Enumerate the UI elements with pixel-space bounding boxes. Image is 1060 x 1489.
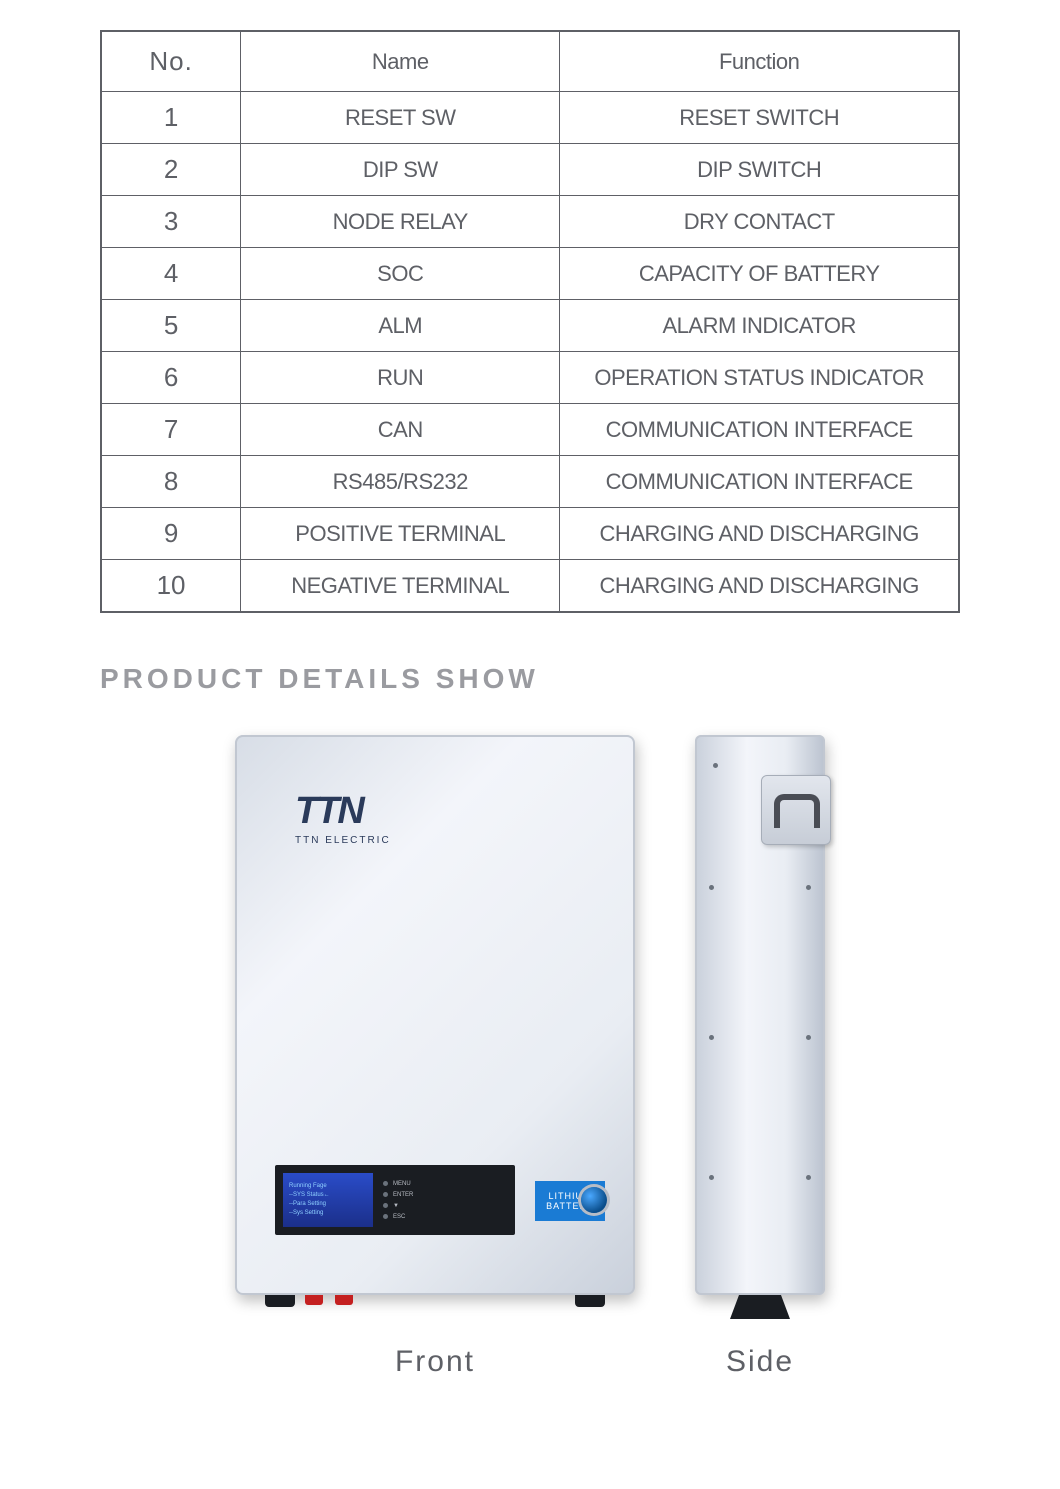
screw-icon — [806, 1175, 811, 1180]
cell-func: DIP SWITCH — [560, 144, 959, 196]
cell-no: 2 — [101, 144, 241, 196]
cell-no: 8 — [101, 456, 241, 508]
device-front: TTN TTN ELECTRIC Running Fage--SYS Statu… — [235, 735, 635, 1295]
led-dot-icon — [383, 1192, 388, 1197]
table-row: 7CANCOMMUNICATION INTERFACE — [101, 404, 959, 456]
device-panel: Running Fage--SYS Status←--Para Setting-… — [275, 1165, 515, 1235]
table-row: 1RESET SWRESET SWITCH — [101, 92, 959, 144]
cell-no: 10 — [101, 560, 241, 613]
screw-icon — [709, 1035, 714, 1040]
device-logo: TTN TTN ELECTRIC — [295, 790, 391, 846]
cell-func: OPERATION STATUS INDICATOR — [560, 352, 959, 404]
screen-line: --SYS Status← — [289, 1191, 367, 1200]
cell-func: RESET SWITCH — [560, 92, 959, 144]
screen-line: --Sys Setting — [289, 1209, 367, 1218]
cell-func: CAPACITY OF BATTERY — [560, 248, 959, 300]
header-no: No. — [101, 31, 241, 92]
cell-func: CHARGING AND DISCHARGING — [560, 508, 959, 560]
caption-front: Front — [395, 1345, 475, 1379]
handle-icon — [774, 794, 820, 828]
table-header-row: No. Name Function — [101, 31, 959, 92]
table-row: 2DIP SWDIP SWITCH — [101, 144, 959, 196]
spec-table: No. Name Function 1RESET SWRESET SWITCH2… — [100, 30, 960, 613]
device-screen: Running Fage--SYS Status←--Para Setting-… — [283, 1173, 373, 1227]
led-row: ENTER — [383, 1192, 413, 1198]
foot-icon — [575, 1295, 605, 1307]
cell-no: 4 — [101, 248, 241, 300]
handle-plate — [761, 775, 831, 845]
header-func: Function — [560, 31, 959, 92]
cell-func: DRY CONTACT — [560, 196, 959, 248]
led-dot-icon — [383, 1181, 388, 1186]
cell-name: CAN — [241, 404, 560, 456]
cell-no: 7 — [101, 404, 241, 456]
product-images-row: TTN TTN ELECTRIC Running Fage--SYS Statu… — [0, 735, 1060, 1379]
screw-icon — [709, 1175, 714, 1180]
cell-no: 6 — [101, 352, 241, 404]
cell-func: CHARGING AND DISCHARGING — [560, 560, 959, 613]
cell-no: 9 — [101, 508, 241, 560]
logo-subtext: TTN ELECTRIC — [295, 835, 391, 846]
led-label: ▼ — [393, 1203, 399, 1209]
table-row: 10NEGATIVE TERMINALCHARGING AND DISCHARG… — [101, 560, 959, 613]
screw-icon — [713, 763, 718, 768]
cell-name: SOC — [241, 248, 560, 300]
screw-icon — [806, 1035, 811, 1040]
cell-func: COMMUNICATION INTERFACE — [560, 456, 959, 508]
header-name: Name — [241, 31, 560, 92]
cell-no: 1 — [101, 92, 241, 144]
cell-name: RESET SW — [241, 92, 560, 144]
cell-no: 3 — [101, 196, 241, 248]
screen-line: --Para Setting — [289, 1200, 367, 1209]
product-side-col: Side — [695, 735, 825, 1379]
device-side — [695, 735, 825, 1295]
section-title: PRODUCT DETAILS SHOW — [100, 663, 1060, 695]
cell-func: COMMUNICATION INTERFACE — [560, 404, 959, 456]
product-front-col: TTN TTN ELECTRIC Running Fage--SYS Statu… — [235, 735, 635, 1379]
cell-name: DIP SW — [241, 144, 560, 196]
caption-side: Side — [726, 1345, 794, 1379]
screen-line: Running Fage — [289, 1182, 367, 1191]
cell-name: NEGATIVE TERMINAL — [241, 560, 560, 613]
led-row: MENU — [383, 1181, 413, 1187]
table-row: 5ALMALARM INDICATOR — [101, 300, 959, 352]
led-dot-icon — [383, 1203, 388, 1208]
led-row: ESC — [383, 1214, 413, 1220]
table-row: 8RS485/RS232COMMUNICATION INTERFACE — [101, 456, 959, 508]
power-button-icon — [581, 1187, 607, 1213]
led-dot-icon — [383, 1214, 388, 1219]
table-row: 4SOCCAPACITY OF BATTERY — [101, 248, 959, 300]
cell-no: 5 — [101, 300, 241, 352]
device-leds: MENU ENTER ▼ ESC — [383, 1181, 413, 1220]
led-label: MENU — [393, 1181, 411, 1187]
logo-text: TTN — [295, 790, 391, 833]
foot-icon — [265, 1295, 295, 1307]
cell-func: ALARM INDICATOR — [560, 300, 959, 352]
cell-name: RUN — [241, 352, 560, 404]
table-row: 3NODE RELAYDRY CONTACT — [101, 196, 959, 248]
screw-icon — [709, 885, 714, 890]
led-label: ENTER — [393, 1192, 413, 1198]
cell-name: RS485/RS232 — [241, 456, 560, 508]
device-feet — [265, 1295, 605, 1307]
table-row: 6RUNOPERATION STATUS INDICATOR — [101, 352, 959, 404]
cell-name: POSITIVE TERMINAL — [241, 508, 560, 560]
side-foot-icon — [730, 1295, 790, 1319]
led-label: ESC — [393, 1214, 405, 1220]
screw-icon — [806, 885, 811, 890]
cell-name: ALM — [241, 300, 560, 352]
cell-name: NODE RELAY — [241, 196, 560, 248]
table-row: 9POSITIVE TERMINALCHARGING AND DISCHARGI… — [101, 508, 959, 560]
led-row: ▼ — [383, 1203, 413, 1209]
